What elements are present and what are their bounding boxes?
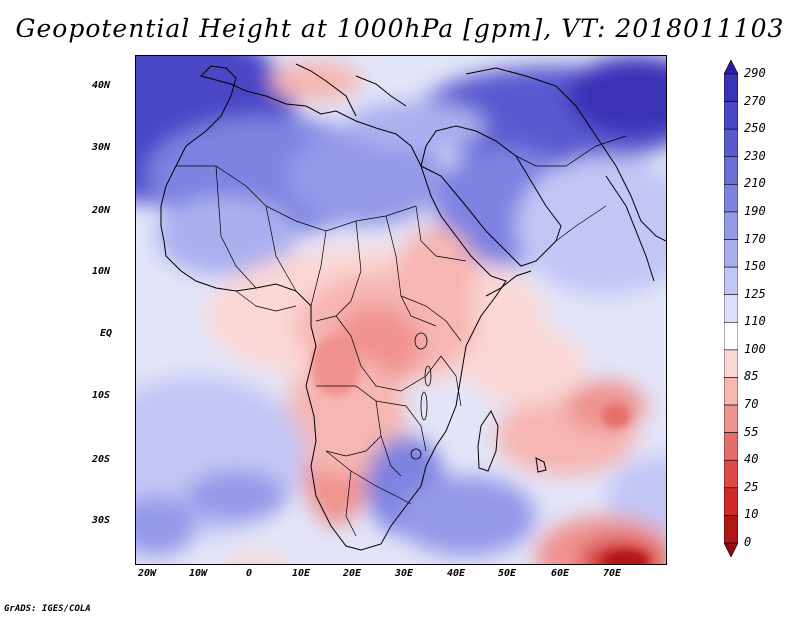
colorbar-bottom-triangle xyxy=(724,542,738,557)
colorbar-swatch xyxy=(724,239,738,268)
height-field-detail xyxy=(311,336,648,564)
colorbar-swatch xyxy=(724,211,738,240)
y-tick-label: 30N xyxy=(92,142,111,153)
colorbar-top-triangle xyxy=(724,60,738,75)
colorbar-level-label: 290 xyxy=(744,66,766,80)
x-tick-label: 40E xyxy=(446,568,466,579)
colorbar-level-label: 40 xyxy=(744,452,759,467)
y-tick-label: 10N xyxy=(92,266,111,277)
colorbar-swatch xyxy=(724,156,738,185)
colorbar-level-label: 190 xyxy=(744,203,766,218)
x-tick-label: 30E xyxy=(394,568,414,579)
colorbar-level-label: 170 xyxy=(744,231,766,246)
colorbar-swatch xyxy=(724,266,738,296)
y-tick-label: EQ xyxy=(100,328,113,339)
geopotential-map xyxy=(136,56,666,564)
map-plot-area[interactable] xyxy=(135,55,667,565)
y-tick-label: 30S xyxy=(92,515,111,526)
grads-credit: GrADS: IGES/COLA xyxy=(4,604,91,614)
colorbar-swatch xyxy=(724,377,738,406)
x-tick-label: 60E xyxy=(550,568,570,579)
colorbar-swatch xyxy=(724,294,738,323)
colorbar-swatch xyxy=(724,73,738,102)
x-tick-label: 10E xyxy=(291,568,311,579)
y-tick-label: 20N xyxy=(92,205,111,216)
y-tick-label: 40N xyxy=(92,80,111,91)
colorbar-level-label: 250 xyxy=(744,121,766,136)
x-tick-label: 10W xyxy=(188,568,208,579)
country-borders xyxy=(176,135,627,537)
colorbar-swatch xyxy=(724,349,738,378)
x-tick-label: 0 xyxy=(245,568,253,579)
colorbar-level-label: 25 xyxy=(744,479,759,494)
colorbar-swatch xyxy=(724,184,738,213)
y-tick-label: 10S xyxy=(92,390,111,401)
colorbar-level-label: 110 xyxy=(744,314,766,329)
colorbar xyxy=(724,60,738,557)
colorbar-swatch xyxy=(724,515,738,544)
colorbar-swatch xyxy=(724,321,738,351)
colorbar-level-label: 10 xyxy=(744,507,759,522)
colorbar-level-label: 100 xyxy=(744,341,766,356)
x-tick-label: 70E xyxy=(602,568,622,579)
colorbar-swatch xyxy=(724,404,738,433)
colorbar-level-label: 150 xyxy=(744,259,766,274)
y-tick-label: 20S xyxy=(92,454,111,465)
colorbar-level-label: 210 xyxy=(744,176,766,191)
x-tick-label: 20W xyxy=(137,568,157,579)
colorbar-swatch xyxy=(724,128,738,158)
chart-title: Geopotential Height at 1000hPa [gpm], VT… xyxy=(15,14,785,43)
colorbar-level-label: 85 xyxy=(744,369,759,384)
lakes xyxy=(410,332,432,460)
colorbar-swatch xyxy=(724,101,738,130)
colorbar-swatch xyxy=(724,432,738,461)
colorbar-level-label: 55 xyxy=(744,424,759,439)
x-tick-label: 50E xyxy=(497,568,517,579)
colorbar-swatch xyxy=(724,487,738,516)
colorbar-level-label: 0 xyxy=(744,535,752,549)
colorbar-level-label: 70 xyxy=(744,397,759,412)
x-tick-label: 20E xyxy=(342,568,362,579)
colorbar-level-label: 230 xyxy=(744,148,766,163)
colorbar-level-label: 125 xyxy=(744,286,766,301)
coastlines xyxy=(160,63,666,551)
colorbar-level-label: 270 xyxy=(744,93,766,108)
colorbar-swatch xyxy=(724,459,738,489)
